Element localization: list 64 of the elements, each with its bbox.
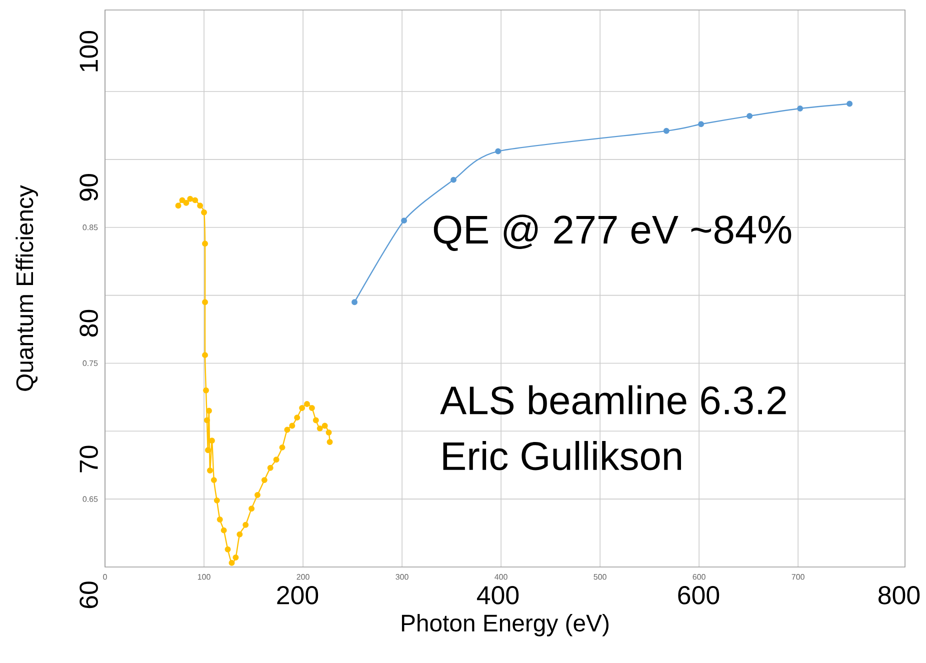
x2-tick-label: 200 (277, 586, 318, 604)
point (846, 100, 853, 107)
y2-tick-label: 70 (80, 446, 98, 472)
point (698, 121, 704, 128)
point (197, 202, 204, 209)
annotation: QE @ 277 eV ~84% (434, 214, 792, 251)
point (232, 554, 239, 560)
point (254, 492, 260, 498)
point (206, 408, 212, 414)
point (220, 527, 227, 534)
point (175, 202, 182, 209)
point (312, 417, 319, 424)
point (248, 506, 255, 512)
point (201, 209, 208, 216)
point (204, 417, 210, 424)
point (204, 447, 211, 454)
point (284, 426, 290, 433)
point (236, 531, 243, 538)
point (202, 240, 208, 247)
y2-tick-label: 80 (80, 310, 98, 337)
point (326, 439, 333, 446)
point (187, 196, 194, 202)
point (308, 405, 315, 412)
point (261, 477, 268, 484)
point (183, 200, 190, 206)
point (273, 456, 280, 463)
point (206, 468, 213, 474)
point (203, 387, 209, 394)
x2-tick-label: 800 (878, 586, 920, 604)
y2-axis-title: Quantum Efficiency (16, 185, 38, 391)
point (224, 546, 231, 552)
point (316, 425, 323, 432)
point (401, 218, 408, 224)
point (242, 522, 249, 528)
point (352, 299, 358, 306)
point (202, 352, 208, 358)
point (216, 516, 223, 522)
y2-tick-label: 60 (80, 582, 98, 608)
point (746, 112, 753, 119)
point (322, 422, 328, 429)
point (495, 148, 502, 154)
point (279, 444, 286, 450)
y2-tick-label: 90 (80, 174, 98, 201)
point (326, 430, 332, 436)
point (289, 422, 296, 429)
point (299, 405, 306, 412)
annotation: Eric Gullikson (443, 440, 681, 470)
x-axis-title: Photon Energy (eV) (402, 614, 608, 636)
annotation: ALS beamline 6.3.2 (440, 385, 786, 415)
point (294, 414, 300, 421)
point (210, 477, 217, 484)
point (797, 106, 804, 112)
point (663, 128, 670, 134)
point (202, 299, 208, 306)
point (267, 464, 274, 471)
point (179, 197, 186, 204)
point (304, 400, 310, 407)
point (214, 497, 220, 504)
point (450, 176, 457, 183)
point (192, 197, 198, 204)
y2-tick-label: 100 (80, 30, 98, 72)
x2-tick-label: 600 (678, 586, 720, 604)
point (228, 560, 235, 566)
x2-tick-label: 400 (476, 586, 519, 604)
